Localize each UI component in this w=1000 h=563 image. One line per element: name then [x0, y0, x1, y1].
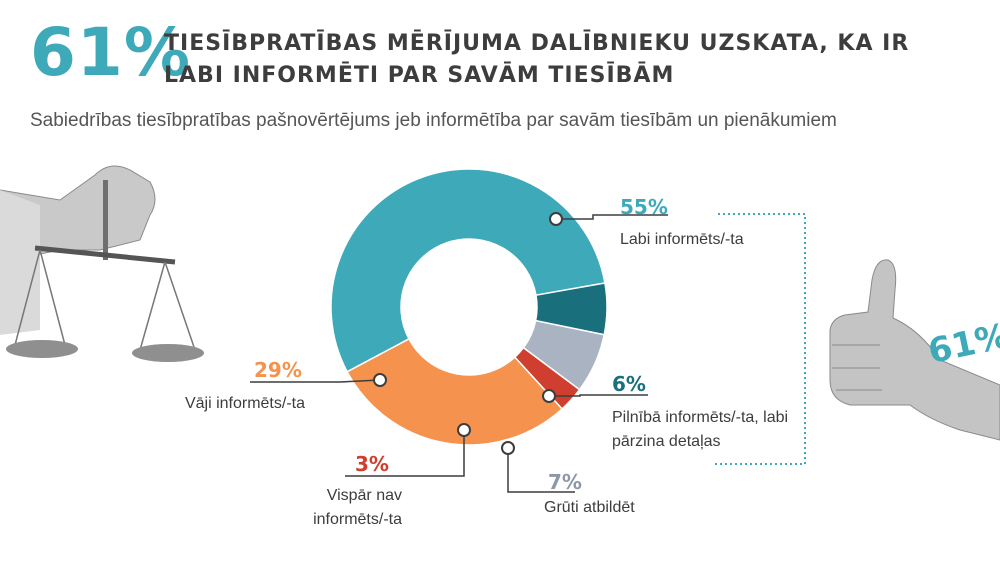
headline-percent: 61% [30, 14, 191, 91]
label-vaji-value: 29% [254, 358, 302, 382]
label-vispar-value: 3% [355, 452, 389, 476]
label-gruti-text: Grūti atbildēt [544, 499, 635, 516]
leader-lines [250, 214, 668, 493]
bracket-line [712, 213, 806, 465]
thumbs-up-icon [829, 259, 1000, 441]
slice-vaji [346, 337, 564, 446]
slice-labi [330, 168, 606, 373]
leader-dots [373, 212, 563, 455]
label-pilniba-value: 6% [612, 372, 646, 396]
label-labi-text: Labi informēts/-ta [620, 231, 744, 248]
scales-hand-icon [0, 165, 204, 362]
label-vispar-text: Vispār nav informēts/-ta [313, 487, 402, 528]
label-pilniba-text: Pilnībā informēts/-ta, labi pārzina deta… [612, 409, 789, 450]
label-labi-value: 55% [620, 195, 668, 219]
label-gruti-value: 7% [548, 470, 582, 494]
label-vaji-text: Vāji informēts/-ta [184, 395, 305, 412]
chart-subtitle: Sabiedrības tiesībpratības pašnovērtējum… [30, 110, 837, 131]
page-title: TIESĪBPRATĪBAS MĒRĪJUMA DALĪBNIEKU UZSKA… [164, 31, 910, 88]
